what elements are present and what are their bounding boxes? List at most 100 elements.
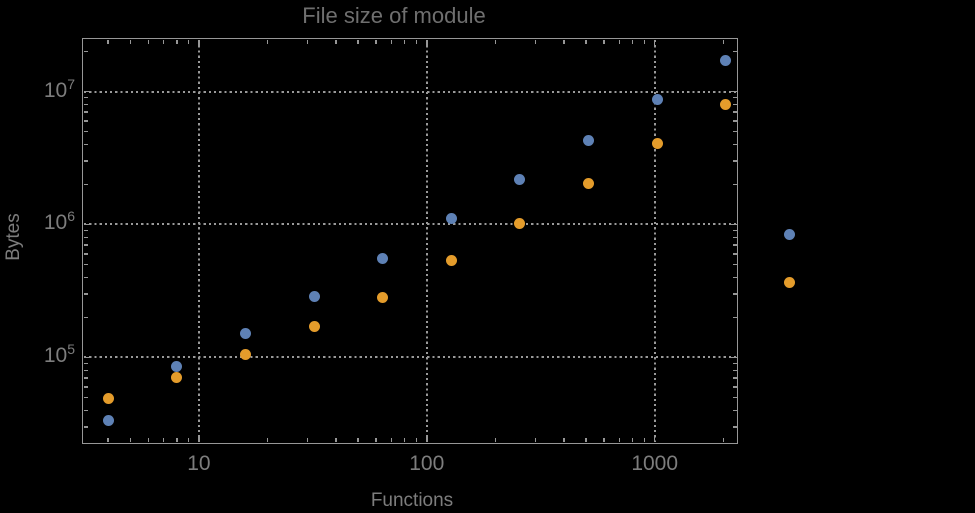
data-point-series-1-blue — [102, 415, 114, 427]
y-tick-mark — [732, 263, 737, 266]
x-tick-label: 1000 — [631, 451, 679, 475]
x-tick-mark — [107, 438, 109, 442]
y-tick-mark — [732, 426, 737, 428]
y-tick-mark — [732, 130, 737, 133]
y-tick-mark — [732, 103, 737, 106]
y-tick-mark — [732, 96, 737, 99]
x-tick-mark — [357, 438, 359, 442]
y-tick-mark — [83, 120, 88, 122]
data-point-series-1-blue — [514, 173, 526, 185]
x-tick-mark — [603, 39, 605, 44]
y-tick-mark — [83, 160, 88, 162]
data-point-series-1-blue — [783, 228, 795, 240]
y-tick-label: 105 — [43, 341, 75, 368]
data-point-series-2-orange — [582, 177, 594, 189]
x-tick-mark — [162, 438, 165, 442]
y-tick-mark — [83, 396, 88, 399]
x-tick-mark — [415, 438, 418, 442]
y-tick-mark — [83, 236, 88, 239]
x-tick-mark — [603, 438, 605, 442]
x-tick-mark — [390, 39, 393, 44]
y-tick-mark — [83, 96, 88, 99]
x-tick-mark — [306, 39, 309, 44]
x-tick-mark — [563, 39, 565, 44]
y-tick-mark — [83, 377, 88, 379]
data-point-series-2-orange — [102, 393, 114, 405]
y-tick-mark — [732, 276, 737, 279]
y-tick-mark — [732, 386, 737, 388]
x-tick-mark — [198, 39, 200, 47]
x-gridline — [653, 39, 656, 442]
x-tick-mark — [563, 438, 565, 442]
x-tick-mark — [357, 39, 359, 44]
x-tick-mark — [618, 39, 621, 44]
y-tick-mark — [729, 223, 737, 226]
x-tick-mark — [187, 438, 190, 442]
plot-frame — [82, 38, 738, 444]
x-tick-mark — [631, 438, 634, 442]
data-point-series-1-blue — [308, 290, 320, 302]
y-tick-mark — [732, 120, 737, 122]
chart-title: File size of module — [302, 3, 486, 28]
x-tick-mark — [631, 39, 634, 44]
y-tick-mark — [732, 293, 737, 295]
data-point-series-2-orange — [720, 98, 732, 110]
y-tick-mark — [83, 426, 88, 428]
y-tick-mark — [83, 293, 88, 295]
x-tick-mark — [187, 39, 190, 44]
y-gridline — [83, 223, 737, 226]
x-gridline — [425, 39, 428, 442]
x-tick-mark — [375, 438, 377, 442]
x-tick-mark — [335, 438, 337, 442]
y-tick-mark — [83, 143, 88, 146]
y-tick-mark — [732, 253, 737, 255]
y-tick-mark — [732, 229, 737, 232]
data-point-series-1-blue — [720, 55, 732, 67]
x-tick-mark — [306, 438, 309, 442]
y-tick-mark — [732, 362, 737, 365]
data-point-series-2-orange — [239, 349, 251, 361]
x-tick-label: 10 — [187, 451, 211, 475]
y-axis-label: Bytes — [3, 213, 24, 261]
data-point-series-1-blue — [651, 93, 663, 105]
x-tick-mark — [415, 39, 418, 44]
x-tick-mark — [426, 39, 428, 47]
x-tick-mark — [643, 39, 646, 44]
x-tick-mark — [390, 438, 393, 442]
x-tick-mark — [162, 39, 165, 44]
x-tick-mark — [147, 39, 150, 44]
x-axis-label: Functions — [370, 490, 454, 511]
y-tick-mark — [83, 253, 88, 255]
y-tick-mark — [83, 50, 88, 53]
y-tick-mark — [83, 90, 91, 93]
y-tick-mark — [732, 409, 737, 412]
x-tick-mark — [494, 39, 497, 44]
y-tick-mark — [732, 396, 737, 399]
x-tick-mark — [107, 39, 109, 44]
x-tick-mark — [403, 438, 406, 442]
x-tick-mark — [198, 435, 200, 442]
y-tick-mark — [83, 130, 88, 133]
data-point-series-2-orange — [514, 217, 526, 229]
y-tick-mark — [732, 369, 737, 372]
y-tick-mark — [732, 244, 737, 246]
y-tick-mark — [732, 50, 737, 53]
y-tick-mark — [83, 229, 88, 232]
y-gridline — [83, 90, 737, 93]
x-tick-mark — [494, 438, 497, 442]
y-tick-mark — [732, 236, 737, 239]
y-tick-mark — [83, 316, 88, 319]
x-tick-mark — [534, 438, 537, 442]
x-tick-mark — [585, 438, 587, 442]
data-point-series-1-blue — [445, 212, 457, 224]
y-tick-mark — [83, 356, 91, 359]
y-tick-mark — [732, 377, 737, 379]
y-tick-mark — [732, 316, 737, 319]
data-point-series-2-orange — [171, 372, 183, 384]
y-tick-mark — [732, 183, 737, 186]
x-tick-mark — [643, 438, 646, 442]
x-tick-mark — [335, 39, 337, 44]
data-point-series-1-blue — [171, 360, 183, 372]
y-tick-mark — [83, 244, 88, 246]
